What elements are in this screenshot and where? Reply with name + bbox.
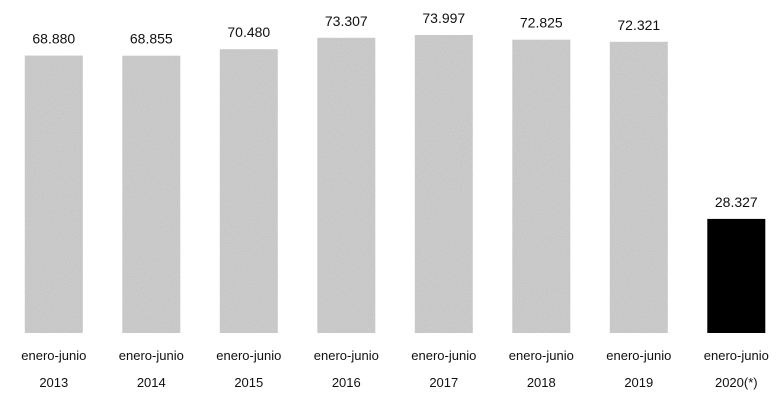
bar-2016 [317,37,376,334]
value-label: 68.855 [130,31,173,47]
bar-2018 [512,39,571,333]
value-label: 70.480 [227,24,270,40]
category-label-year: 2020(*) [715,375,758,390]
bar-2017 [414,35,473,333]
category-label-year: 2018 [527,375,556,390]
bars-group [24,35,766,334]
category-label-period: enero-junio [314,348,379,363]
value-label: 72.825 [520,15,563,31]
category-label-year: 2013 [39,375,68,390]
category-label-year: 2016 [332,375,361,390]
bar-2014 [122,55,181,333]
category-label-period: enero-junio [216,348,281,363]
value-label: 73.307 [325,13,368,29]
category-label-period: enero-junio [411,348,476,363]
value-label: 73.997 [422,10,465,26]
category-label-period: enero-junio [509,348,574,363]
category-label-year: 2014 [137,375,166,390]
category-label-year: 2017 [429,375,458,390]
category-label-period: enero-junio [704,348,769,363]
value-label: 28.327 [715,194,758,210]
value-label: 72.321 [617,17,660,33]
category-label-period: enero-junio [119,348,184,363]
category-label-year: 2015 [234,375,263,390]
category-label-year: 2019 [624,375,653,390]
bar-2020 [707,218,766,333]
bar-2013 [24,55,83,333]
value-label: 68.880 [32,31,75,47]
category-label-period: enero-junio [606,348,671,363]
category-label-period: enero-junio [21,348,86,363]
bar-2019 [609,41,668,334]
bar-2015 [219,49,278,333]
value-labels-group: 68.880 68.855 70.480 73.307 73.997 72.825 72.3… [32,10,758,210]
category-labels-group: enero-junio 2013 enero-junio 2014 enero-juni… [21,348,769,390]
